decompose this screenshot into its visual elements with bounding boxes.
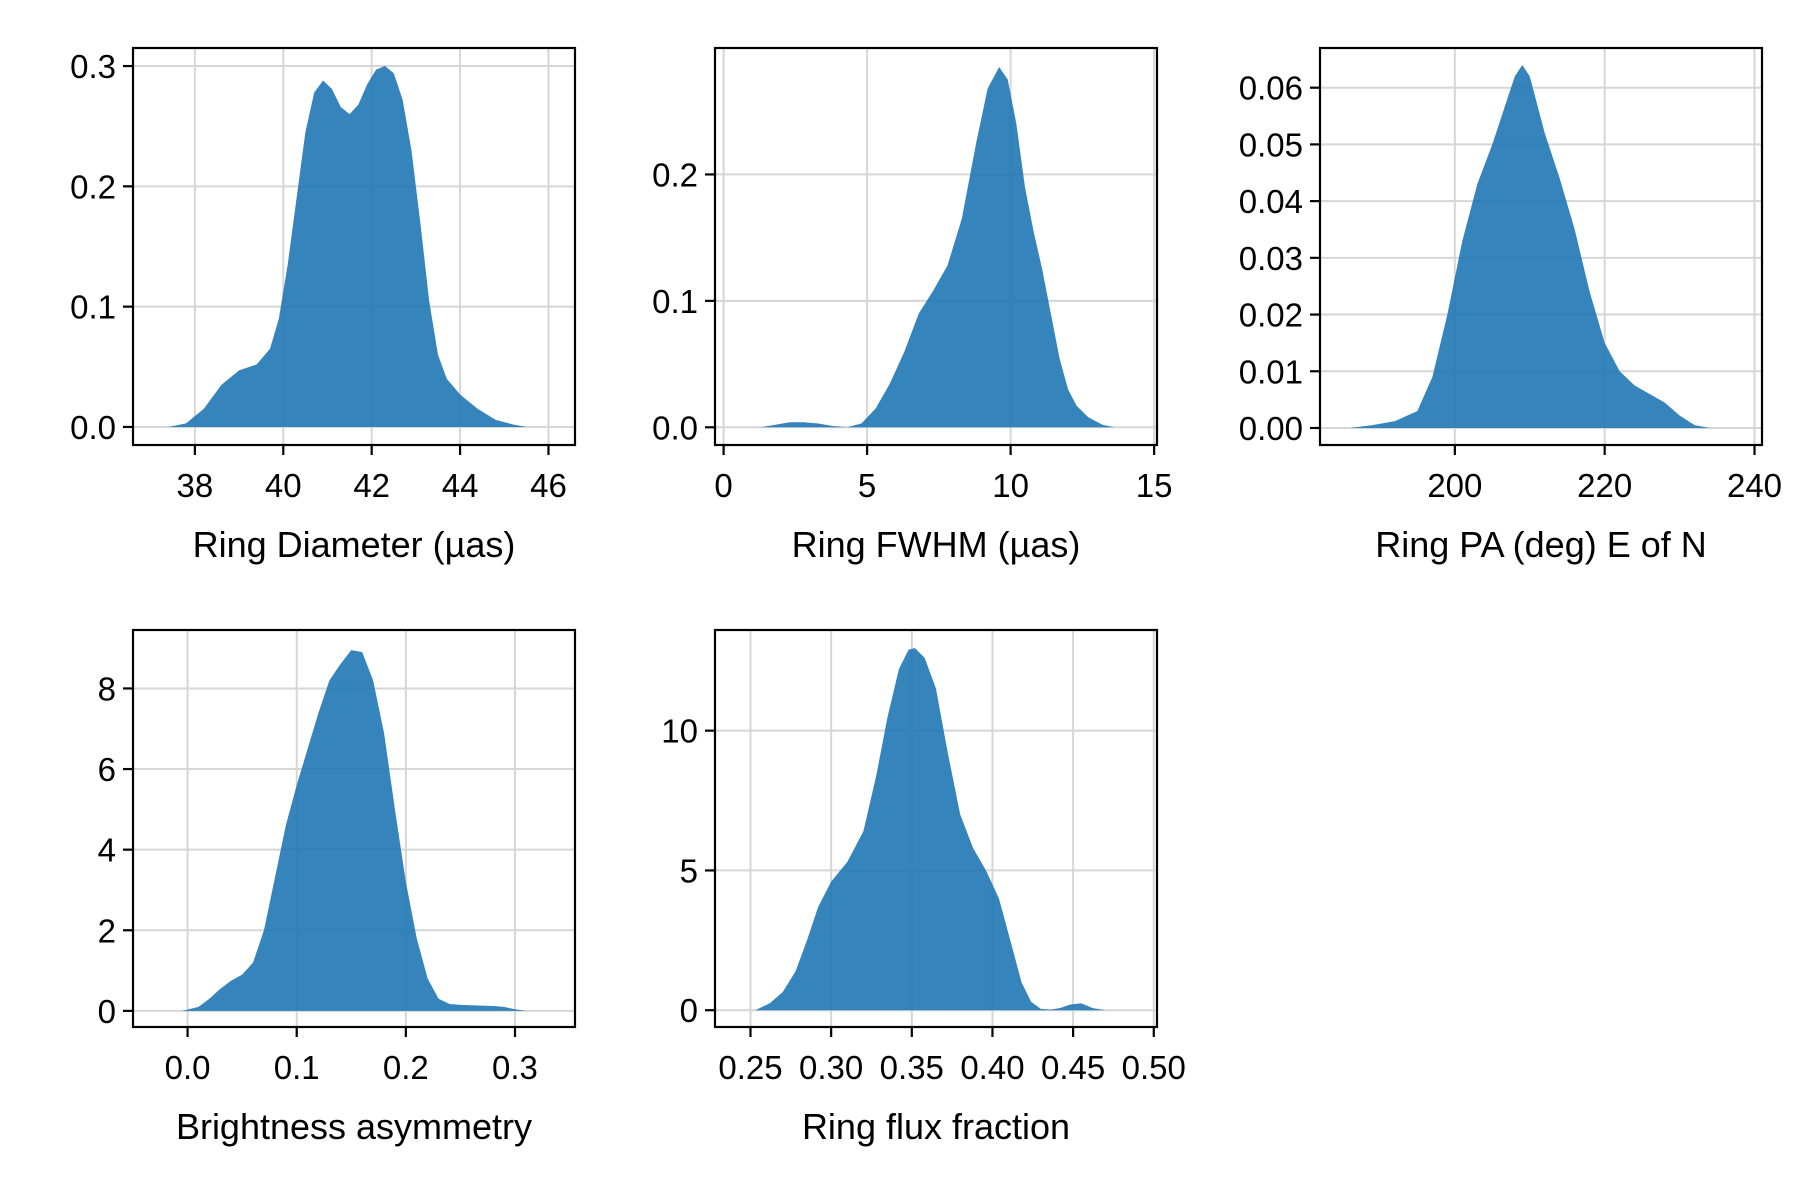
x-tick-label: 0.3 [492,1049,538,1086]
y-tick-label: 0.0 [70,409,116,446]
x-tick-label: 220 [1577,467,1632,504]
y-tick-label: 0.03 [1239,240,1303,277]
y-tick-label: 0.2 [70,168,116,205]
axes-frame [713,46,1159,447]
axes-frame [131,46,577,447]
x-tick-label: 0.0 [165,1049,211,1086]
x-tick-label: 10 [992,467,1029,504]
x-tick-label: 38 [177,467,214,504]
x-axis-label: Brightness asymmetry [176,1106,532,1147]
subplot-2: 0 5 10 15 0.0 0.1 0.2 Ring FWHM (µas) [652,46,1173,565]
y-tick-label: 6 [98,751,116,788]
y-tick-label: 0.05 [1239,126,1303,163]
x-tick-label: 42 [353,467,390,504]
subplot-1: 38 40 42 44 46 0.0 0.1 0.2 0.3 Ring Diameter (µas… [70,46,577,565]
x-tick-label: 0.40 [960,1049,1024,1086]
x-tick-label: 5 [858,467,876,504]
y-tick-label: 0 [680,992,698,1029]
y-tick-label: 0.02 [1239,297,1303,334]
density-area [182,650,526,1011]
density-area [1349,65,1710,428]
x-tick-label: 15 [1136,467,1173,504]
density-area [755,648,1106,1011]
x-tick-label: 46 [530,467,567,504]
axes-frame [131,628,577,1029]
x-axis-label: Ring Diameter (µas) [193,524,516,565]
axes-frame [1318,46,1764,447]
y-tick-label: 0.0 [652,409,698,446]
y-tick-label: 0.04 [1239,183,1303,220]
x-tick-label: 0.25 [718,1049,782,1086]
x-tick-label: 200 [1427,467,1482,504]
x-tick-label: 0.45 [1041,1049,1105,1086]
subplot-4: 0.0 0.1 0.2 0.3 0 2 4 6 8 Brightness asymmetry [98,628,577,1147]
y-tick-label: 8 [98,670,116,707]
x-tick-label: 44 [442,467,479,504]
x-tick-label: 0.50 [1122,1049,1186,1086]
y-tick-label: 0.00 [1239,410,1303,447]
subplot-3: 200 220 240 0.00 0.01 0.02 0.03 0.04 0.05 0.06 Rin… [1239,46,1782,565]
y-tick-label: 5 [680,852,698,889]
x-axis-label: Ring FWHM (µas) [792,524,1081,565]
x-tick-label: 0.1 [274,1049,320,1086]
y-tick-label: 0.2 [652,156,698,193]
y-tick-label: 0.01 [1239,353,1303,390]
density-area [168,66,527,427]
x-tick-label: 0.30 [799,1049,863,1086]
y-tick-label: 4 [98,832,116,869]
x-tick-label: 0.2 [383,1049,429,1086]
x-axis-label: Ring PA (deg) E of N [1375,524,1707,565]
y-tick-label: 10 [661,713,698,750]
subplot-5: 0.25 0.30 0.35 0.40 0.45 0.50 0 5 10 Ring flux fr… [661,628,1186,1147]
x-axis-label: Ring flux fraction [802,1106,1070,1147]
x-tick-label: 0 [714,467,732,504]
x-tick-label: 40 [265,467,302,504]
y-tick-label: 2 [98,912,116,949]
y-tick-label: 0.1 [70,289,116,326]
x-tick-label: 240 [1727,467,1782,504]
y-tick-label: 0.1 [652,283,698,320]
y-tick-label: 0.06 [1239,70,1303,107]
density-area [760,66,1114,428]
axes-frame [713,628,1159,1029]
y-tick-label: 0.3 [70,48,116,85]
y-tick-label: 0 [98,993,116,1030]
x-tick-label: 0.35 [880,1049,944,1086]
